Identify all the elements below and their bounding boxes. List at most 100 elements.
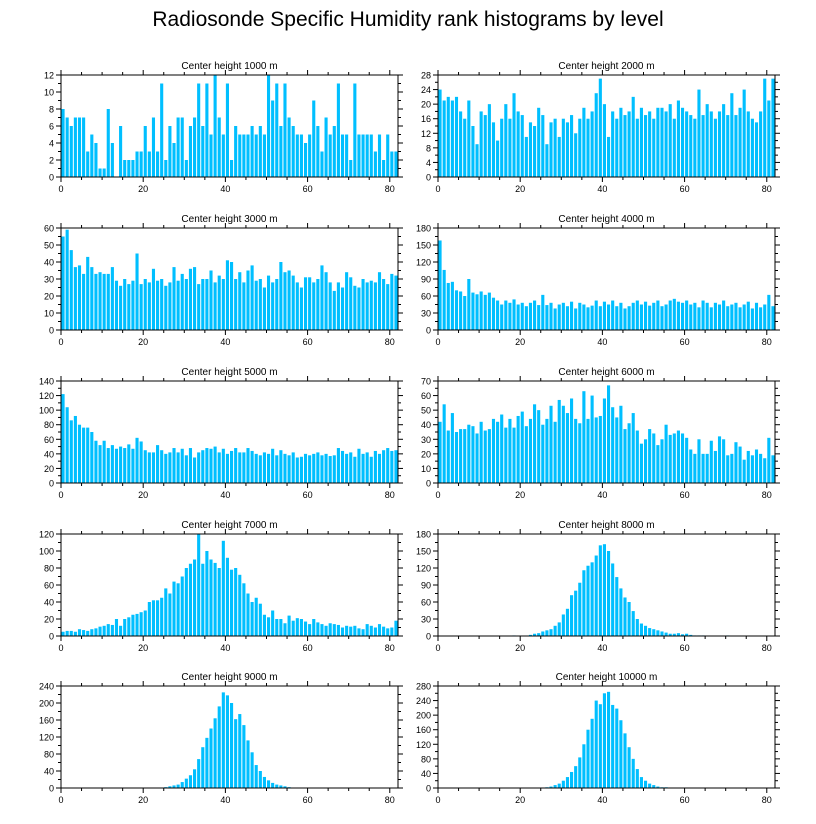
histogram-bar bbox=[147, 282, 151, 330]
histogram-bar bbox=[524, 136, 528, 177]
histogram-bar bbox=[660, 439, 664, 483]
histogram-bar bbox=[349, 277, 353, 330]
histogram-bar bbox=[258, 603, 262, 636]
histogram-bar bbox=[312, 453, 316, 483]
histogram-bar bbox=[738, 307, 742, 330]
y-tick-label: 160 bbox=[39, 716, 54, 726]
histogram-bar bbox=[324, 272, 328, 330]
histogram-bar bbox=[250, 126, 254, 177]
histogram-bar bbox=[312, 282, 316, 330]
histogram-bar bbox=[250, 450, 254, 483]
x-tick-label: 80 bbox=[762, 795, 772, 805]
histogram-bar bbox=[598, 704, 602, 788]
histogram-bar bbox=[197, 759, 201, 788]
histogram-bar bbox=[193, 769, 197, 788]
histogram-bar bbox=[512, 93, 516, 177]
histogram-bar bbox=[549, 122, 553, 177]
histogram-bar bbox=[295, 618, 299, 636]
histogram-bar bbox=[541, 424, 545, 483]
histogram-bar bbox=[271, 610, 275, 636]
histogram-bar bbox=[394, 275, 398, 330]
histogram-bar bbox=[340, 450, 345, 483]
y-tick-label: 120 bbox=[39, 733, 54, 743]
histogram-bar bbox=[254, 134, 258, 177]
histogram-bar bbox=[508, 302, 512, 330]
histogram-bar bbox=[565, 413, 570, 483]
y-tick-label: 240 bbox=[39, 682, 54, 692]
histogram-bar bbox=[221, 540, 225, 636]
x-tick-label: 80 bbox=[762, 643, 772, 653]
histogram-bar bbox=[549, 405, 553, 483]
histogram-bar bbox=[586, 418, 590, 483]
histogram-bar bbox=[94, 440, 98, 483]
histogram-bar bbox=[65, 229, 69, 330]
histogram-bar bbox=[623, 115, 627, 177]
x-tick-label: 0 bbox=[435, 490, 440, 500]
histogram-bar bbox=[742, 89, 746, 177]
histogram-bar bbox=[188, 775, 193, 788]
histogram-bar bbox=[250, 602, 254, 636]
histogram-bar bbox=[303, 621, 308, 636]
y-tick-label: 150 bbox=[416, 547, 431, 557]
histogram-bar bbox=[611, 704, 615, 788]
histogram-bar bbox=[697, 307, 701, 330]
y-tick-label: 180 bbox=[416, 224, 431, 234]
histogram-bar bbox=[578, 582, 582, 636]
y-tick-label: 10 bbox=[44, 88, 54, 98]
histogram-bar bbox=[271, 448, 275, 483]
histogram-bar bbox=[172, 448, 176, 483]
histogram-bar bbox=[369, 280, 373, 330]
histogram-bar bbox=[590, 305, 594, 330]
histogram-bar bbox=[164, 588, 168, 636]
histogram-bar bbox=[193, 457, 197, 483]
y-tick-label: 40 bbox=[44, 449, 54, 459]
histogram-bar bbox=[156, 445, 160, 483]
histogram-bar bbox=[316, 126, 320, 177]
y-tick-label: 10 bbox=[421, 464, 431, 474]
histogram-bar bbox=[635, 118, 639, 177]
y-tick-label: 50 bbox=[44, 241, 54, 251]
x-tick-label: 0 bbox=[435, 337, 440, 347]
histogram-bar bbox=[98, 445, 102, 483]
histogram-bar bbox=[454, 432, 459, 483]
histogram-bar bbox=[361, 279, 365, 330]
histogram-bar bbox=[471, 126, 475, 177]
histogram-bar bbox=[361, 453, 365, 483]
histogram-bar bbox=[537, 107, 541, 177]
histogram-bar bbox=[459, 429, 463, 483]
histogram-bar bbox=[496, 421, 500, 483]
histogram-bar bbox=[94, 273, 98, 330]
histogram-bar bbox=[676, 301, 680, 330]
histogram-bar bbox=[357, 448, 361, 483]
histogram-bar bbox=[590, 395, 594, 483]
histogram-bar bbox=[750, 455, 754, 483]
histogram-bar bbox=[611, 300, 615, 330]
histogram-bar bbox=[561, 118, 565, 177]
histogram-bar bbox=[754, 122, 759, 177]
histogram-bar bbox=[266, 780, 271, 788]
histogram-bar bbox=[230, 450, 234, 483]
x-tick-label: 60 bbox=[680, 795, 690, 805]
histogram-bar bbox=[102, 625, 106, 636]
histogram-bar bbox=[648, 783, 652, 788]
histogram-bar bbox=[459, 291, 463, 330]
histogram-bar bbox=[205, 448, 209, 483]
histogram-bar bbox=[570, 301, 574, 330]
histogram-bar bbox=[184, 568, 188, 636]
histogram-bar bbox=[615, 306, 619, 330]
histogram-bar bbox=[234, 719, 238, 788]
histogram-bar bbox=[627, 423, 631, 483]
histogram-bar bbox=[619, 720, 623, 788]
histogram-bar bbox=[463, 118, 467, 177]
histogram-bar bbox=[438, 421, 442, 483]
histogram-bar bbox=[234, 279, 238, 330]
histogram-bar bbox=[98, 272, 102, 330]
histogram-bar bbox=[147, 151, 151, 177]
y-tick-label: 4 bbox=[49, 139, 54, 149]
y-tick-label: 20 bbox=[421, 100, 431, 110]
histogram-bar bbox=[582, 570, 586, 636]
histogram-bar bbox=[648, 429, 652, 483]
histogram-bar bbox=[631, 413, 635, 483]
histogram-bar bbox=[90, 629, 94, 636]
y-tick-label: 6 bbox=[49, 122, 54, 132]
